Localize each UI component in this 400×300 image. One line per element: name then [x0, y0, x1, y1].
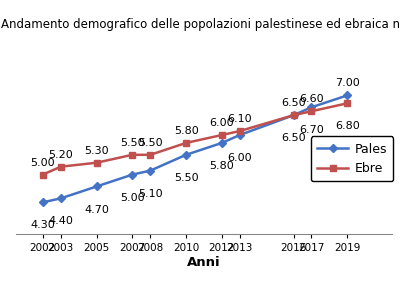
Pales: [40, 200, 45, 204]
Text: 4.40: 4.40: [48, 216, 73, 226]
Ebre: [309, 110, 314, 113]
Text: 6.60: 6.60: [299, 94, 324, 104]
Text: 5.80: 5.80: [210, 161, 234, 171]
Legend: Pales, Ebre: Pales, Ebre: [311, 136, 393, 181]
Text: 6.80: 6.80: [335, 122, 360, 131]
Text: 5.80: 5.80: [174, 126, 198, 136]
Ebre: [291, 113, 296, 117]
Text: 6.00: 6.00: [228, 153, 252, 163]
Ebre: [184, 141, 188, 145]
Text: 5.30: 5.30: [84, 146, 109, 156]
Pales: [148, 169, 153, 172]
Text: 5.00: 5.00: [30, 158, 55, 168]
Pales: [238, 133, 242, 137]
Ebre: [220, 133, 224, 137]
Pales: [184, 153, 188, 157]
Text: 5.20: 5.20: [48, 150, 73, 160]
Text: 6.50: 6.50: [281, 133, 306, 143]
Line: Pales: Pales: [40, 92, 350, 206]
Line: Ebre: Ebre: [40, 100, 350, 178]
Ebre: [238, 129, 242, 133]
Pales: [220, 141, 224, 145]
Pales: [94, 185, 99, 188]
Text: 5.50: 5.50: [120, 138, 145, 148]
Text: 6.50: 6.50: [281, 98, 306, 108]
Ebre: [345, 101, 350, 105]
X-axis label: Anni: Anni: [187, 256, 221, 269]
Pales: [130, 173, 135, 176]
Text: 5.50: 5.50: [174, 173, 198, 183]
Text: 6.10: 6.10: [228, 114, 252, 124]
Pales: [345, 94, 350, 97]
Text: 4.30: 4.30: [30, 220, 55, 230]
Ebre: [94, 161, 99, 164]
Text: 6.00: 6.00: [210, 118, 234, 128]
Pales: [58, 196, 63, 200]
Text: 7.00: 7.00: [335, 79, 360, 88]
Pales: [291, 113, 296, 117]
Ebre: [130, 153, 135, 157]
Ebre: [58, 165, 63, 169]
Text: Andamento demografico delle popolazioni palestinese ed ebraica nella Palestina s: Andamento demografico delle popolazioni …: [1, 18, 400, 31]
Ebre: [40, 173, 45, 176]
Pales: [309, 106, 314, 109]
Text: 5.50: 5.50: [138, 138, 162, 148]
Text: 4.70: 4.70: [84, 205, 109, 214]
Text: 6.70: 6.70: [299, 125, 324, 135]
Text: 5.10: 5.10: [138, 189, 162, 199]
Ebre: [148, 153, 153, 157]
Text: 5.00: 5.00: [120, 193, 145, 203]
